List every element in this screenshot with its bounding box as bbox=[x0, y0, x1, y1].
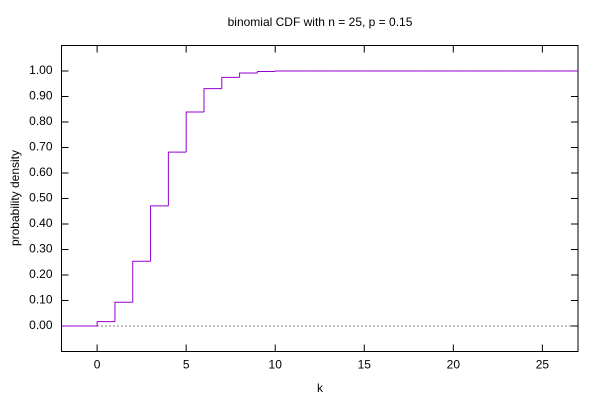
y-tick-label: 0.90 bbox=[29, 89, 53, 103]
x-tick-label: 5 bbox=[183, 358, 190, 372]
step-segment bbox=[256, 71, 276, 74]
chart-title: binomial CDF with n = 25, p = 0.15 bbox=[228, 15, 413, 29]
y-tick-label: 0.80 bbox=[29, 114, 53, 128]
x-tick-label: 10 bbox=[269, 358, 283, 372]
step-segment bbox=[167, 151, 187, 206]
step-segment bbox=[203, 88, 222, 113]
x-tick-label: 0 bbox=[94, 358, 101, 372]
step-segment bbox=[114, 301, 133, 322]
step-segment bbox=[239, 72, 258, 78]
y-tick-label: 0.70 bbox=[29, 140, 53, 154]
step-segment bbox=[96, 321, 115, 326]
y-tick-label: 1.00 bbox=[29, 63, 53, 77]
step-segment bbox=[221, 76, 240, 89]
step-segment bbox=[150, 205, 169, 262]
plot-border bbox=[61, 45, 579, 352]
y-tick-label: 0.20 bbox=[29, 267, 53, 281]
y-tick-label: 0.30 bbox=[29, 242, 53, 256]
y-tick-label: 0.50 bbox=[29, 191, 53, 205]
y-tick-label: 0.10 bbox=[29, 293, 53, 307]
step-segment bbox=[274, 70, 294, 72]
y-tick-label: 0.40 bbox=[29, 216, 53, 230]
y-tick-label: 0.00 bbox=[29, 318, 53, 332]
y-tick-label: 0.60 bbox=[29, 165, 53, 179]
x-tick-label: 20 bbox=[447, 358, 461, 372]
x-tick-label: 25 bbox=[536, 358, 550, 372]
x-tick-label: 15 bbox=[358, 358, 372, 372]
step-segment bbox=[132, 260, 151, 303]
step-segment bbox=[185, 111, 204, 153]
y-axis-label: probability density bbox=[8, 150, 22, 246]
x-axis-label: k bbox=[317, 381, 324, 395]
